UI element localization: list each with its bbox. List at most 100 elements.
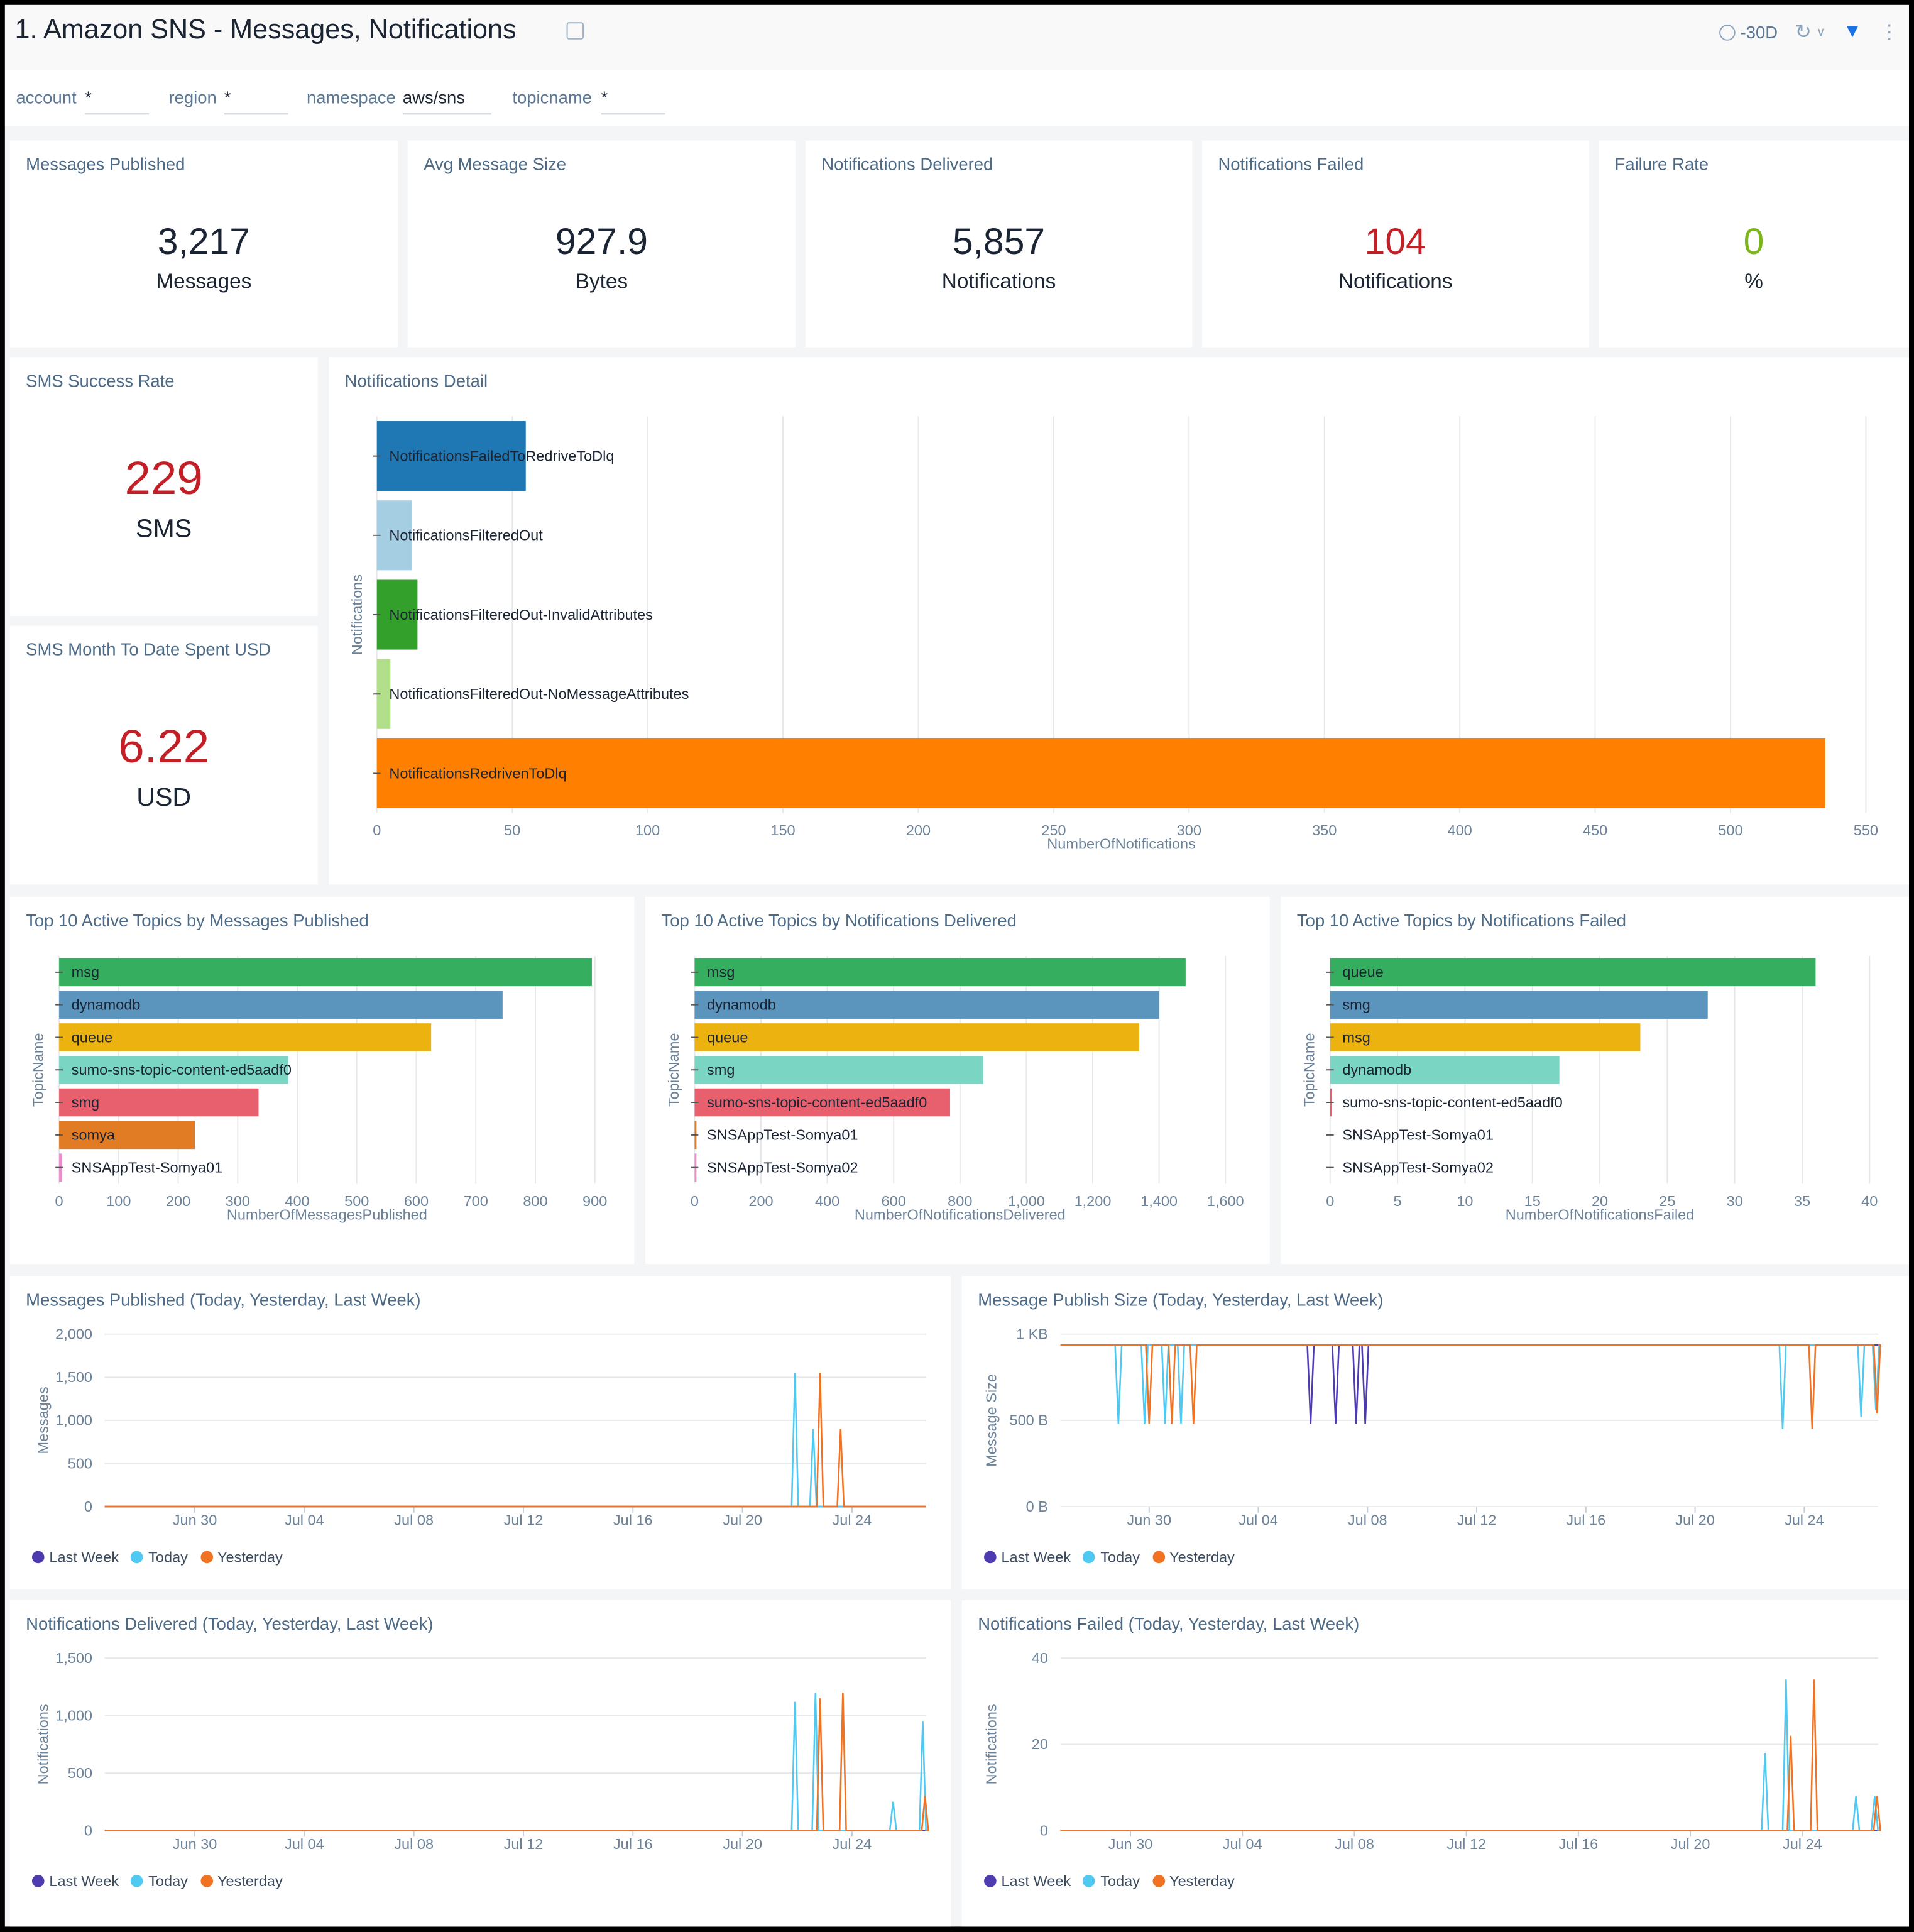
- legend-label: Today: [148, 1872, 188, 1890]
- x-tick-label: 800: [948, 1193, 972, 1209]
- x-tick-label: 100: [635, 822, 660, 838]
- y-tick-label: 0: [1040, 1822, 1048, 1838]
- panel-title: Failure Rate: [1614, 154, 1709, 174]
- legend-dot-icon: [31, 1875, 45, 1887]
- legend-label: Yesterday: [1169, 1548, 1235, 1566]
- bar-label: NotificationsRedrivenToDlq: [389, 765, 566, 781]
- legend-item[interactable]: Last Week: [31, 1548, 119, 1566]
- x-tick-label: 600: [882, 1193, 906, 1209]
- legend-item[interactable]: Last Week: [984, 1549, 1071, 1566]
- notifications-detail-panel: Notifications Detail 0 50 100 150 200 250 300 35…: [329, 357, 1909, 885]
- y-tick-label: 40: [1032, 1650, 1048, 1666]
- x-tick-label: 400: [815, 1193, 839, 1209]
- bar: [1330, 1023, 1641, 1051]
- legend-label: Last Week: [49, 1872, 119, 1890]
- filter-topicname-input[interactable]: *: [601, 87, 665, 115]
- bar-label: msg: [1342, 1029, 1370, 1045]
- stat-unit: SMS: [136, 515, 192, 544]
- legend-dot-icon: [984, 1875, 997, 1887]
- filter-account-input[interactable]: *: [85, 87, 150, 115]
- legend-label: Last Week: [49, 1548, 119, 1566]
- chart-svg: 0 100 200 300 400 500 600 700 800 900 msg dynamodb q…: [30, 955, 607, 1222]
- panel-title: Top 10 Active Topics by Notifications De…: [661, 910, 1017, 930]
- bar-label: SNSAppTest-Somya01: [72, 1160, 223, 1176]
- more-icon[interactable]: ⋮: [1879, 22, 1900, 43]
- x-tick-label: 250: [1041, 822, 1066, 838]
- stat-unit: Messages: [156, 270, 252, 294]
- bar: [694, 1088, 950, 1117]
- legend-item[interactable]: Today: [131, 1549, 188, 1566]
- legend-label: Yesterday: [1169, 1872, 1235, 1890]
- chevron-down-icon[interactable]: ∨: [1816, 25, 1826, 39]
- x-tick-label: 450: [1583, 822, 1607, 838]
- stat-unit: Bytes: [575, 270, 628, 294]
- legend-item[interactable]: Last Week: [31, 1872, 119, 1890]
- y-axis-label: Messages: [35, 1386, 51, 1454]
- clock-icon: [1719, 25, 1736, 41]
- x-tick-label: 1,600: [1207, 1193, 1244, 1209]
- y-axis-label: TopicName: [665, 1033, 682, 1107]
- x-tick-label: 5: [1394, 1193, 1402, 1209]
- x-tick-label: 300: [1177, 822, 1201, 838]
- filter-namespace-input[interactable]: aws/sns: [402, 87, 492, 115]
- top-topics-published-panel: Top 10 Active Topics by Messages Publish…: [9, 896, 635, 1264]
- bar: [1330, 958, 1816, 987]
- y-tick-label: 0: [84, 1498, 92, 1515]
- share-icon[interactable]: [566, 22, 584, 40]
- bar: [694, 958, 1186, 987]
- y-tick-label: 0: [84, 1822, 92, 1838]
- time-range-button[interactable]: -30D: [1719, 22, 1778, 42]
- stat-unit: %: [1744, 270, 1763, 294]
- bar: [59, 1023, 432, 1051]
- chart-svg: 0 200 400 600 800 1,000 1,200 1,400 1,600 msg dyna…: [665, 955, 1244, 1222]
- refresh-icon[interactable]: ↻: [1795, 22, 1812, 43]
- legend-dot-icon: [984, 1551, 997, 1564]
- panel-title: Notifications Delivered (Today, Yesterda…: [26, 1613, 434, 1633]
- filter-icon[interactable]: ▼: [1842, 21, 1862, 42]
- legend-item[interactable]: Last Week: [984, 1872, 1071, 1890]
- x-axis-label: NumberOfNotifications: [1047, 835, 1196, 852]
- stat-panel-notifications-failed: Notifications Failed 104 Notifications: [1201, 140, 1589, 348]
- series-line-yesterday: [104, 1373, 926, 1508]
- stat-panel-messages-published: Messages Published 3,217 Messages: [9, 140, 398, 348]
- bar-label: SNSAppTest-Somya02: [707, 1160, 858, 1176]
- x-tick-label: 35: [1794, 1193, 1810, 1209]
- y-tick-label: 1,500: [55, 1650, 92, 1666]
- chart-svg: 0 500 1,000 1,500 Jun 30 Jul 04 Jul 08 Jul 12 Ju…: [35, 1650, 929, 1852]
- bar-label: SNSAppTest-Somya01: [1342, 1127, 1494, 1143]
- panel-title: Messages Published (Today, Yesterday, La…: [26, 1290, 421, 1310]
- x-tick-label: 1,400: [1140, 1193, 1178, 1209]
- legend-item[interactable]: Yesterday: [1152, 1549, 1235, 1566]
- panel-title: Notifications Delivered: [821, 154, 993, 174]
- y-axis-label: Message Size: [983, 1374, 1000, 1467]
- filter-region-input[interactable]: *: [224, 87, 288, 115]
- legend-item[interactable]: Yesterday: [200, 1872, 283, 1890]
- x-tick-label: Jul 24: [1785, 1512, 1824, 1528]
- stat-value: 3,217: [157, 221, 250, 263]
- legend-item[interactable]: Today: [131, 1872, 188, 1890]
- x-tick-label: 100: [106, 1193, 131, 1209]
- bar-label: queue: [707, 1029, 748, 1045]
- filter-bar: account * region * namespace aws/sns top…: [4, 70, 1909, 126]
- panel-title: Message Publish Size (Today, Yesterday, …: [978, 1290, 1384, 1310]
- top-topics-failed-panel: Top 10 Active Topics by Notifications Fa…: [1281, 896, 1909, 1264]
- series-line-yesterday: [1060, 1344, 1881, 1429]
- x-tick-label: 200: [906, 822, 931, 838]
- bar: [1330, 991, 1708, 1019]
- x-tick-label: 50: [504, 822, 520, 838]
- chart-svg: 0 20 40 Jun 30 Jul 04 Jul 08 Jul 12 Jul 16 Jul 2…: [983, 1650, 1881, 1852]
- bar-label: smg: [72, 1094, 99, 1111]
- legend-item[interactable]: Yesterday: [1152, 1872, 1235, 1890]
- x-tick-label: Jul 12: [1457, 1512, 1497, 1528]
- legend-item[interactable]: Today: [1083, 1549, 1140, 1566]
- legend-item[interactable]: Today: [1083, 1872, 1140, 1890]
- bar-label: NotificationsFilteredOut-InvalidAttribut…: [389, 606, 653, 623]
- bar: [59, 1088, 259, 1117]
- stat-panel-failure-rate: Failure Rate 0%: [1599, 140, 1909, 348]
- stat-unit: Notifications: [1338, 270, 1453, 294]
- x-tick-label: Jul 04: [1239, 1512, 1278, 1528]
- legend-dot-icon: [131, 1551, 144, 1564]
- bar-label: dynamodb: [707, 997, 776, 1013]
- legend-item[interactable]: Yesterday: [200, 1549, 283, 1566]
- messages-published-trend-panel: Messages Published (Today, Yesterday, La…: [9, 1276, 951, 1589]
